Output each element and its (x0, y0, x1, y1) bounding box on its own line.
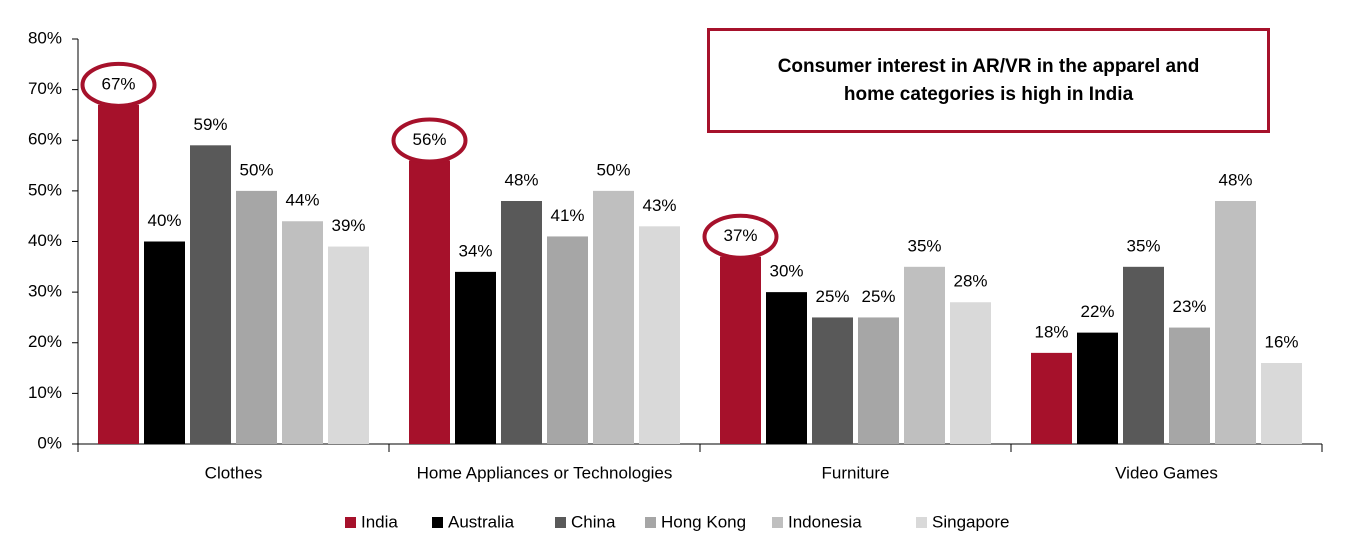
y-tick-label: 30% (28, 282, 62, 301)
legend-label: Australia (448, 512, 515, 531)
bar (501, 201, 542, 444)
legend-label: India (361, 512, 398, 531)
bar (720, 256, 761, 444)
y-tick-label: 60% (28, 130, 62, 149)
value-label: 59% (193, 115, 227, 134)
bar (1077, 332, 1118, 444)
bar (1169, 327, 1210, 444)
y-tick-label: 70% (28, 79, 62, 98)
bar (812, 317, 853, 444)
bar (593, 190, 634, 444)
value-label: 50% (596, 160, 630, 179)
annotation: Consumer interest in AR/VR in the appare… (707, 28, 1270, 133)
bar (236, 190, 277, 444)
value-label: 43% (642, 196, 676, 215)
value-label: 30% (769, 262, 803, 281)
value-label: 28% (953, 272, 987, 291)
bar (98, 104, 139, 444)
legend-label: Hong Kong (661, 512, 746, 531)
highlight-circle (391, 117, 468, 164)
bar (144, 241, 185, 444)
bar (639, 226, 680, 444)
value-label: 56% (412, 130, 446, 149)
x-tick-label: Video Games (1115, 463, 1218, 482)
bar (190, 145, 231, 444)
value-label: 34% (458, 241, 492, 260)
value-label: 48% (504, 170, 538, 189)
value-label: 16% (1264, 332, 1298, 351)
legend-swatch (345, 517, 356, 528)
bar (328, 246, 369, 444)
bar (858, 317, 899, 444)
y-tick-label: 50% (28, 180, 62, 199)
legend-swatch (916, 517, 927, 528)
y-tick-label: 0% (37, 433, 62, 452)
y-tick-label: 20% (28, 332, 62, 351)
bar (1215, 201, 1256, 444)
bar (455, 271, 496, 444)
value-label: 50% (239, 160, 273, 179)
value-label: 18% (1034, 322, 1068, 341)
bar (409, 160, 450, 444)
value-label: 35% (1126, 236, 1160, 255)
y-tick-label: 80% (28, 28, 62, 47)
value-label: 39% (331, 216, 365, 235)
legend-swatch (772, 517, 783, 528)
value-label: 44% (285, 191, 319, 210)
bar (1123, 266, 1164, 444)
x-tick-label: Furniture (821, 463, 889, 482)
legend-swatch (432, 517, 443, 528)
y-tick-label: 40% (28, 231, 62, 250)
highlight-circle (80, 61, 157, 108)
bar (282, 221, 323, 444)
bar (1031, 352, 1072, 444)
value-label: 48% (1218, 170, 1252, 189)
bar (1261, 363, 1302, 444)
value-label: 40% (147, 211, 181, 230)
legend-label: Indonesia (788, 512, 862, 531)
value-label: 25% (815, 287, 849, 306)
legend-swatch (645, 517, 656, 528)
legend-label: China (571, 512, 616, 531)
y-tick-label: 10% (28, 383, 62, 402)
bar (904, 266, 945, 444)
value-label: 41% (550, 206, 584, 225)
highlight-circle (702, 213, 779, 260)
value-label: 67% (101, 74, 135, 93)
value-label: 25% (861, 287, 895, 306)
x-tick-label: Clothes (205, 463, 263, 482)
legend-swatch (555, 517, 566, 528)
value-label: 23% (1172, 297, 1206, 316)
value-label: 35% (907, 236, 941, 255)
x-tick-label: Home Appliances or Technologies (417, 463, 673, 482)
bar (766, 292, 807, 444)
value-label: 22% (1080, 302, 1114, 321)
value-label: 37% (723, 226, 757, 245)
bar (950, 302, 991, 444)
legend-label: Singapore (932, 512, 1010, 531)
bar (547, 236, 588, 444)
